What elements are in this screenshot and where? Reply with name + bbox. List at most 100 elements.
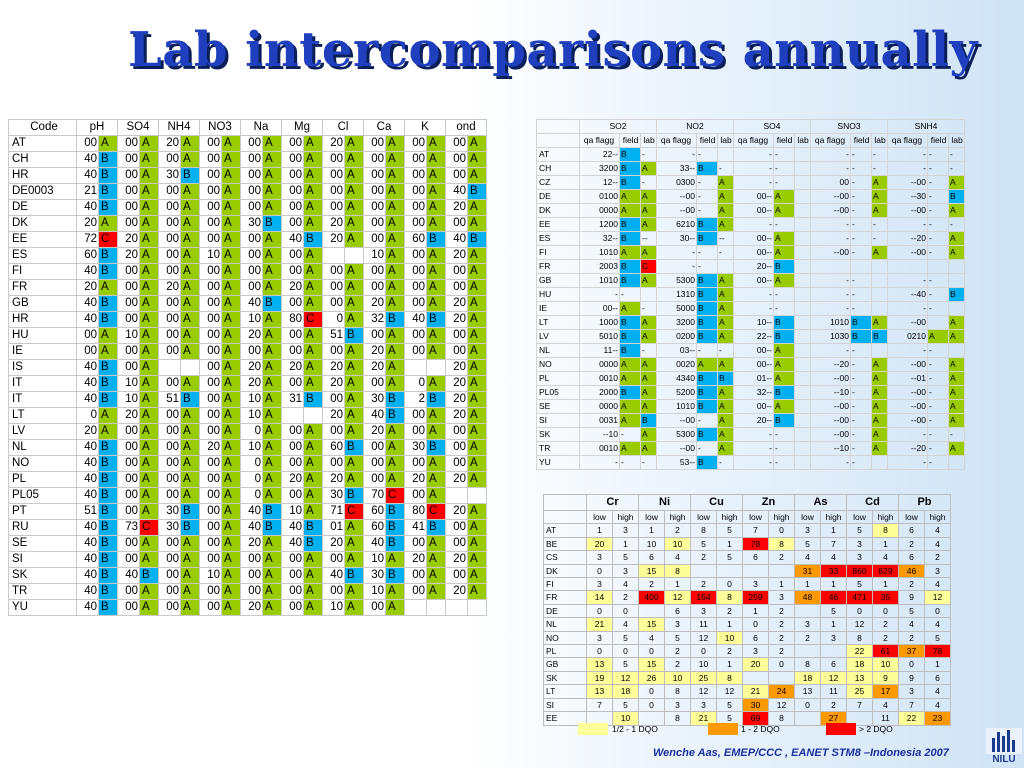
cell-value: 51	[158, 391, 181, 408]
cell-flag: A	[426, 407, 446, 424]
cell-value: 10	[240, 407, 263, 424]
field-flag: B	[696, 217, 718, 232]
lab-flag: -	[948, 161, 965, 176]
cell-flag: A	[467, 407, 487, 424]
lab-flag: A	[948, 441, 965, 456]
row-code: IT	[8, 391, 77, 408]
cell-flag: A	[221, 183, 241, 200]
field-flag: B	[850, 315, 872, 330]
cell-value: 00	[281, 263, 304, 280]
metal-value	[794, 711, 821, 726]
cell-value: 00	[199, 231, 222, 248]
row-code: DE	[543, 603, 587, 619]
cell-value: 00	[199, 407, 222, 424]
cell-value: 40	[76, 391, 99, 408]
qa-flag: --00	[887, 175, 928, 190]
metal-value: 0	[638, 684, 665, 699]
cell-flag: B	[303, 231, 323, 248]
metal-value: 6	[638, 550, 665, 565]
cell-flag: A	[344, 535, 364, 552]
row-code: SI	[8, 551, 77, 568]
cell-value: 00	[117, 455, 140, 472]
cell-value: 00	[117, 503, 140, 520]
cell-flag: B	[180, 391, 200, 408]
cell-flag: B	[426, 391, 446, 408]
cell-flag: A	[426, 455, 446, 472]
cell-flag: A	[385, 423, 405, 440]
qa-flag: --40	[887, 287, 928, 302]
lab-flag: -	[948, 147, 965, 162]
cell-value: 0	[240, 471, 263, 488]
cell-value: 30	[322, 487, 345, 504]
field-flag: A	[619, 413, 641, 428]
qa-flag: --00	[810, 413, 851, 428]
cell-flag: A	[262, 551, 282, 568]
cell-value: 00	[281, 567, 304, 584]
cell-value: 00	[158, 487, 181, 504]
table-row: DK 0000 A A --00- A 00-- A --00- A --00- A	[536, 203, 965, 218]
cell-flag: A	[467, 359, 487, 376]
cell-value: 00	[199, 327, 222, 344]
qa-flag: 1000	[579, 315, 620, 330]
row-code: FI	[536, 245, 580, 260]
qa-flag: -	[656, 147, 697, 162]
cell-flag: A	[467, 151, 487, 168]
cell-value: 00	[158, 327, 181, 344]
cell-value: 20	[281, 279, 304, 296]
cell-flag: A	[180, 487, 200, 504]
blank-header	[536, 119, 580, 134]
cell-value: 40	[76, 295, 99, 312]
cell-value: 20	[445, 295, 468, 312]
cell-value: 40	[76, 263, 99, 280]
cell-value: 00	[240, 231, 263, 248]
cell-value: 51	[76, 503, 99, 520]
cell-flag: A	[180, 231, 200, 248]
lab-flag: A	[871, 203, 888, 218]
lab-flag	[794, 217, 811, 232]
row-code: IS	[8, 359, 77, 376]
cell-value: 20	[322, 471, 345, 488]
field-flag: A	[619, 441, 641, 456]
field-flag: -	[773, 441, 795, 456]
lab-flag: A	[871, 385, 888, 400]
subheader: lab	[794, 133, 811, 148]
table-row: SI 0031 A B --00- A 20-- B --00- A --00- A	[536, 413, 965, 428]
cell-value: 72	[76, 231, 99, 248]
cell-flag: B	[344, 487, 364, 504]
cell-flag: A	[139, 343, 159, 360]
cell-flag: A	[221, 231, 241, 248]
cell-flag	[180, 359, 200, 376]
cell-flag: B	[385, 519, 405, 536]
lab-flag: -	[640, 301, 657, 316]
legend-red-label: > 2 DQO	[859, 724, 893, 734]
cell-flag: A	[139, 263, 159, 280]
cell-flag: A	[262, 247, 282, 264]
metal-value: 5	[846, 577, 873, 592]
field-flag: B	[619, 315, 641, 330]
column-header: Ca	[363, 119, 405, 136]
metal-value: 10	[690, 657, 717, 672]
cell-value: 10	[363, 247, 386, 264]
metal-value: 4	[872, 550, 899, 565]
metal-value: 4	[664, 550, 691, 565]
row-code: CH	[536, 161, 580, 176]
cell-value: 00	[363, 471, 386, 488]
field-flag: A	[619, 189, 641, 204]
cell-flag: B	[98, 183, 118, 200]
cell-value: 40	[281, 231, 304, 248]
qa-flag: 33--	[656, 161, 697, 176]
qa-flag: 1310	[656, 287, 697, 302]
row-code: GB	[543, 657, 587, 672]
qa-flag: 00--	[733, 189, 774, 204]
cell-value: 0	[240, 487, 263, 504]
metal-value: 10	[716, 630, 743, 646]
table-row: DE 0 0 6 3 2 1 2 5 0 0 5 0	[543, 603, 951, 619]
metal-value: 4	[820, 550, 847, 565]
lab-flag: -	[871, 147, 888, 162]
lab-flag	[794, 259, 811, 274]
qa-flag: 0010	[579, 371, 620, 386]
qa-flag: -	[887, 455, 928, 470]
cell-flag: A	[385, 135, 405, 152]
qa-flag: 00--	[733, 203, 774, 218]
lab-flag	[640, 287, 657, 302]
